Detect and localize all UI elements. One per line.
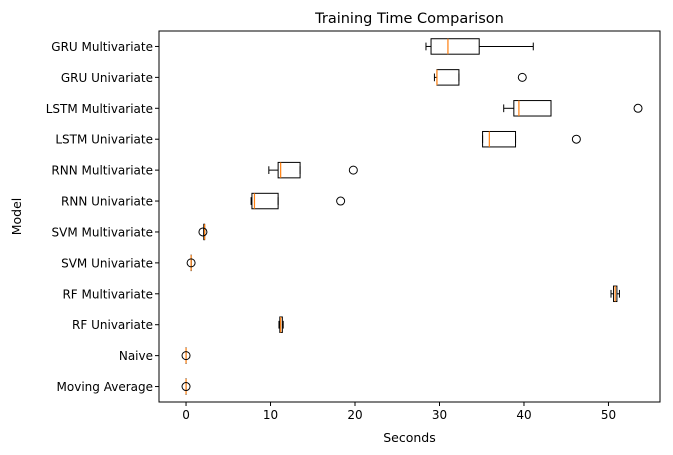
y-tick-label: GRU Multivariate	[51, 40, 153, 54]
x-tick-label: 50	[601, 408, 616, 422]
boxplot-group	[425, 38, 534, 55]
outlier-point	[181, 351, 191, 361]
y-tick-label: RNN Multivariate	[51, 164, 153, 178]
x-axis-label: Seconds	[383, 430, 436, 445]
x-tick-label: 30	[432, 408, 447, 422]
y-tick-label: RF Multivariate	[62, 287, 153, 301]
box-iqr	[482, 130, 517, 148]
boxplot-group	[482, 130, 581, 148]
y-tick-label: LSTM Multivariate	[46, 102, 153, 116]
boxplot-group	[278, 316, 284, 333]
y-axis-label: Model	[9, 198, 24, 236]
chart-title: Training Time Comparison	[314, 11, 504, 27]
outlier-point	[186, 258, 196, 268]
y-tick-label: SVM Multivariate	[52, 225, 154, 239]
outlier-point	[633, 103, 643, 113]
box-iqr	[430, 38, 480, 55]
outlier-point	[348, 165, 358, 175]
outlier-point	[181, 382, 191, 392]
y-tick-label: RF Univariate	[72, 318, 153, 332]
y-tick-label: Naive	[119, 349, 153, 363]
boxplot-group	[198, 223, 208, 241]
outlier-point	[336, 196, 346, 206]
boxplot-group	[503, 100, 643, 117]
y-tick-label: Moving Average	[57, 380, 153, 394]
x-tick-label: 10	[263, 408, 278, 422]
boxplot-group	[268, 161, 358, 179]
box-iqr	[513, 100, 552, 117]
boxplot-group	[250, 192, 346, 210]
plot-background	[159, 31, 660, 402]
box-iqr	[277, 161, 301, 179]
boxplot-group	[610, 285, 620, 303]
outlier-point	[198, 227, 208, 237]
x-tick-label: 20	[347, 408, 362, 422]
outlier-point	[517, 72, 527, 82]
y-tick-label: LSTM Univariate	[55, 133, 153, 147]
box-iqr	[251, 192, 279, 210]
x-tick-label: 40	[516, 408, 531, 422]
y-axis: Moving Average Naive RF Univariate RF Multi…	[46, 40, 159, 394]
y-tick-label: GRU Univariate	[61, 71, 153, 85]
boxes-layer	[181, 38, 643, 395]
boxplot-group	[181, 347, 191, 364]
boxplot-group	[186, 254, 196, 272]
plot-frame	[158, 30, 661, 403]
outlier-point	[571, 134, 581, 144]
x-tick-label: 0	[182, 408, 190, 422]
boxplot-group	[433, 69, 527, 86]
y-tick-label: RNN Univariate	[61, 195, 153, 209]
y-tick-label: SVM Univariate	[61, 256, 153, 270]
boxplot-group	[181, 378, 191, 395]
x-axis: 0 10 20 30 40 50	[182, 402, 616, 422]
